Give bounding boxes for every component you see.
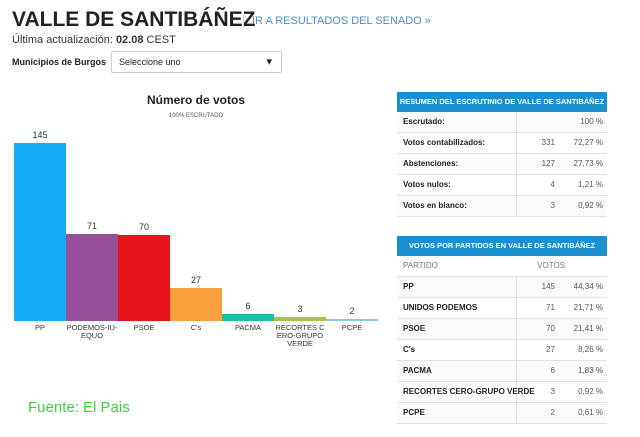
bar — [170, 287, 222, 321]
update-zone: CEST — [146, 34, 176, 46]
row-label: PSOE — [403, 324, 426, 333]
table-row: Abstenciones: 127 27,73 % — [397, 154, 607, 175]
row-label: UNIDOS PODEMOS — [403, 303, 478, 312]
separator — [516, 382, 517, 402]
column-header: VOTOS — [537, 261, 565, 270]
table-row: PSOE 70 21,41 % — [397, 319, 607, 340]
table-header-row: PARTIDO VOTOS — [397, 256, 607, 277]
value-label: 27 — [190, 274, 201, 285]
municipio-select[interactable]: Seleccione uno — [111, 51, 282, 73]
row-count: 27 — [546, 345, 555, 354]
chart-subtitle: 100% ESCRUTADO — [168, 113, 224, 119]
row-label: RECORTES CERO-GRUPO VERDE — [403, 387, 535, 396]
bar — [222, 313, 274, 321]
column-header: PARTIDO — [403, 261, 438, 270]
category-label: PP — [34, 323, 45, 332]
table-row: Escrutado: 100 % — [397, 112, 607, 133]
category-label: PODEMOS-IU-EQUO — [66, 323, 118, 340]
row-pct: 44,34 % — [573, 282, 603, 291]
table-row: C's 27 8,26 % — [397, 340, 607, 361]
row-pct: 0,61 % — [578, 408, 603, 417]
value-label: 71 — [86, 220, 97, 231]
row-label: C's — [403, 345, 416, 354]
category-label: PACMA — [234, 323, 262, 332]
bar — [118, 235, 170, 321]
separator — [516, 196, 517, 216]
separator — [516, 403, 517, 423]
table-title: RESUMEN DEL ESCRUTINIO DE VALLE DE SANTI… — [397, 92, 607, 112]
separator — [516, 319, 517, 339]
row-pct: 27,73 % — [573, 159, 603, 168]
source: Fuente: El Pais — [28, 399, 130, 416]
separator — [516, 175, 517, 195]
bar — [66, 233, 118, 321]
bar — [274, 317, 326, 321]
value-label: 6 — [245, 300, 251, 311]
table: RESUMEN DEL ESCRUTINIO DE VALLE DE SANTI… — [397, 92, 607, 217]
separator — [516, 361, 517, 381]
row-label: Abstenciones: — [403, 159, 459, 168]
row-label: PACMA — [403, 366, 432, 375]
separator — [516, 154, 517, 174]
separator — [516, 340, 517, 360]
row-count: 145 — [541, 282, 555, 291]
value-label: 70 — [138, 222, 149, 233]
separator — [516, 277, 517, 297]
row-pct: 8,26 % — [578, 345, 603, 354]
row-label: Votos en blanco: — [403, 201, 467, 210]
row-pct: 0,92 % — [578, 387, 603, 396]
value-label: 145 — [32, 130, 48, 140]
category-label: PCPE — [341, 323, 363, 332]
separator — [516, 298, 517, 318]
row-label: Escrutado: — [403, 117, 445, 126]
update-label: Última actualización: — [12, 34, 113, 46]
filter-label: Municipios de Burgos — [12, 57, 107, 67]
value-label: 3 — [297, 304, 303, 315]
row-pct: 72,27 % — [573, 138, 603, 147]
row-count: 71 — [546, 303, 555, 312]
category-label: RECORTES CERO-GRUPO VERDE — [275, 323, 325, 348]
row-count: 70 — [546, 324, 555, 333]
table-row: RECORTES CERO-GRUPO VERDE 3 0,92 % — [397, 382, 607, 403]
table-row: PP 145 44,34 % — [397, 277, 607, 298]
chart-title: Número de votos — [146, 93, 245, 107]
table: VOTOS POR PARTIDOS EN VALLE DE SANTIBÁÑE… — [397, 236, 607, 424]
separator — [516, 112, 517, 132]
table-row: PCPE 2 0,61 % — [397, 403, 607, 424]
row-label: PP — [403, 282, 414, 291]
category-label: PSOE — [133, 323, 155, 332]
row-label: Votos nulos: — [403, 180, 451, 189]
update-time: 02.08 — [115, 34, 144, 46]
separator — [516, 133, 517, 153]
row-pct: 100 % — [580, 117, 603, 126]
senate-link[interactable]: IR A RESULTADOS DEL SENADO » — [243, 15, 431, 27]
table-title: VOTOS POR PARTIDOS EN VALLE DE SANTIBÁÑE… — [397, 236, 607, 256]
row-count: 127 — [541, 159, 555, 168]
value-label: 2 — [349, 305, 355, 316]
bar — [14, 143, 66, 321]
row-pct: 21,71 % — [573, 303, 603, 312]
table-row: UNIDOS PODEMOS 71 21,71 % — [397, 298, 607, 319]
row-pct: 0,92 % — [578, 201, 603, 210]
table-row: PACMA 6 1,83 % — [397, 361, 607, 382]
update: Última actualización: 02.08 CEST — [12, 34, 176, 46]
row-count: 331 — [541, 138, 555, 147]
row-label: PCPE — [403, 408, 425, 417]
row-count: 6 — [550, 366, 555, 375]
row-count: 3 — [550, 387, 555, 396]
row-pct: 1,21 % — [578, 180, 603, 189]
bar — [326, 318, 378, 321]
row-pct: 21,41 % — [573, 324, 603, 333]
table-row: Votos nulos: 4 1,21 % — [397, 175, 607, 196]
table-row: Votos contabilizados: 331 72,27 % — [397, 133, 607, 154]
row-pct: 1,83 % — [578, 366, 603, 375]
row-count: 2 — [550, 408, 555, 417]
row-count: 3 — [550, 201, 555, 210]
table-row: Votos en blanco: 3 0,92 % — [397, 196, 607, 217]
row-count: 4 — [550, 180, 555, 189]
category-label: C's — [190, 323, 202, 332]
title: VALLE DE SANTIBÁÑEZ — [12, 8, 256, 31]
row-label: Votos contabilizados: — [403, 138, 486, 147]
